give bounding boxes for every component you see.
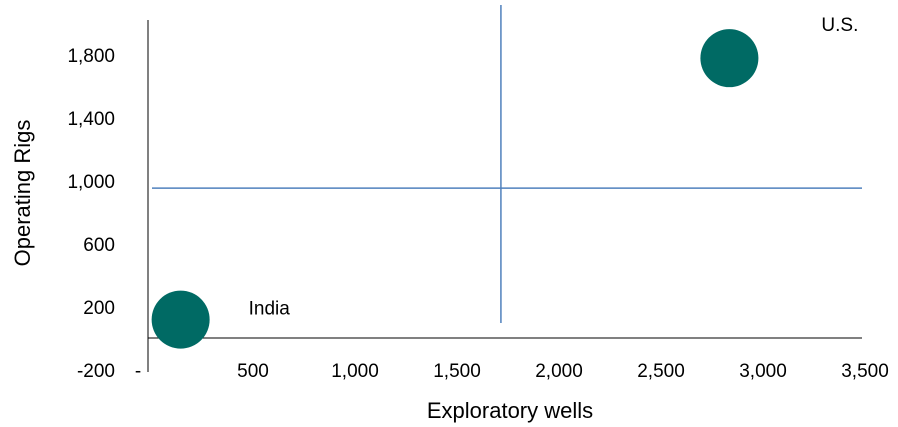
point-label: U.S. <box>821 15 858 36</box>
y-tick-label: 1,400 <box>67 109 115 130</box>
x-tick-label: 3,000 <box>739 361 787 382</box>
x-tick-label: 1,500 <box>433 361 481 382</box>
x-tick-labels: - 500 1,000 1,500 2,000 2,500 3,000 3,500 <box>135 361 889 382</box>
axes <box>147 20 862 372</box>
reference-lines <box>152 5 862 323</box>
point-label: India <box>249 299 291 320</box>
y-tick-label: 1,800 <box>67 46 115 67</box>
y-tick-label: 200 <box>83 298 115 319</box>
data-point-u-s <box>700 29 759 88</box>
x-tick-label: 500 <box>237 361 269 382</box>
y-tick-label: 600 <box>83 235 115 256</box>
y-tick-label: 1,000 <box>67 172 115 193</box>
y-tick-labels: -200 200 600 1,000 1,400 1,800 <box>67 46 115 382</box>
x-tick-label: 1,000 <box>331 361 379 382</box>
x-axis-title: Exploratory wells <box>427 398 593 423</box>
x-tick-label: - <box>135 361 141 382</box>
x-tick-label: 2,000 <box>535 361 583 382</box>
y-tick-label: -200 <box>77 361 115 382</box>
data-points: India U.S. <box>151 15 858 349</box>
x-tick-label: 2,500 <box>637 361 685 382</box>
data-point-india <box>151 290 210 349</box>
y-axis-title: Operating Rigs <box>10 120 35 267</box>
x-tick-label: 3,500 <box>841 361 889 382</box>
